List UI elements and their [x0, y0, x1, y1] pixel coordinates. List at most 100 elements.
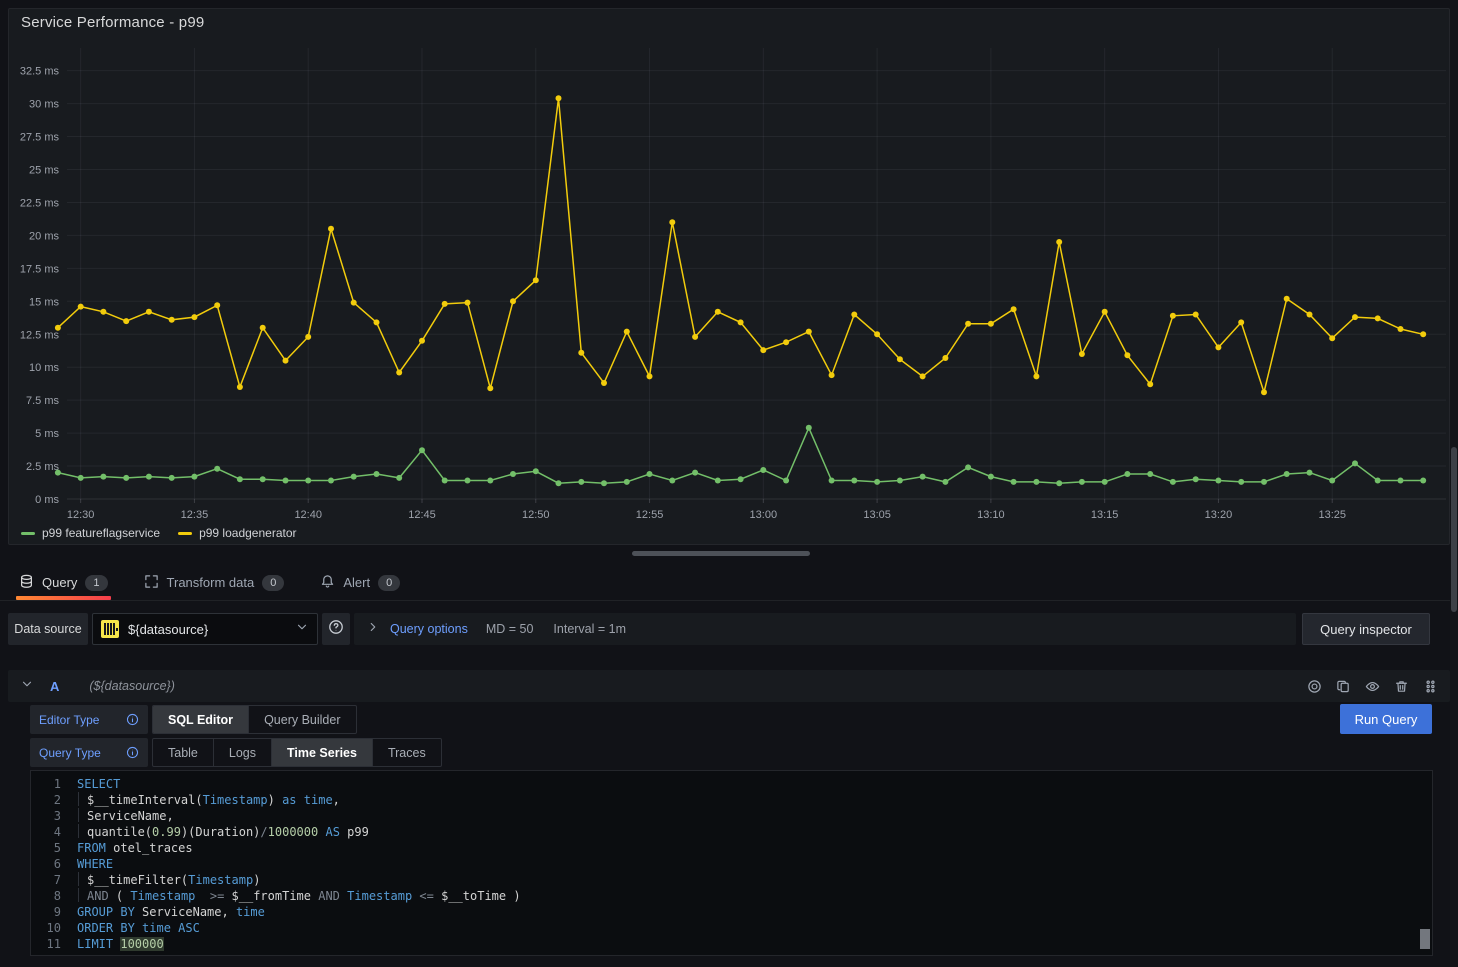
query-datasource-hint: (${datasource}) [89, 679, 174, 693]
collapse-chevron-icon[interactable] [20, 677, 34, 696]
editor-scrollbar-thumb[interactable] [1420, 929, 1430, 949]
tab-label: Query [42, 575, 77, 590]
data-point [396, 475, 402, 481]
data-point [465, 478, 471, 484]
drag-handle-icon[interactable] [1423, 679, 1438, 694]
eye-icon[interactable] [1365, 679, 1380, 694]
record-icon[interactable] [1307, 679, 1322, 694]
data-point [487, 385, 493, 391]
data-point [78, 304, 84, 310]
editor-type-sql-editor[interactable]: SQL Editor [153, 706, 248, 733]
code-line: 2$__timeInterval(Timestamp) as time, [31, 792, 1432, 808]
query-type-logs[interactable]: Logs [213, 739, 271, 766]
query-options-link[interactable]: Query options [390, 622, 468, 636]
data-point [351, 474, 357, 480]
data-point [874, 479, 880, 485]
data-point [1238, 319, 1244, 325]
query-type-traces[interactable]: Traces [372, 739, 441, 766]
pane-splitter-handle[interactable] [632, 551, 810, 556]
data-point [965, 321, 971, 327]
data-point [760, 347, 766, 353]
trash-icon[interactable] [1394, 679, 1409, 694]
datasource-help-button[interactable] [322, 613, 350, 645]
data-point [988, 474, 994, 480]
data-point [100, 309, 106, 315]
chart-legend: p99 featureflagservice p99 loadgenerator [21, 526, 297, 540]
datasource-value: ${datasource} [128, 622, 208, 637]
data-point [260, 325, 266, 331]
legend-item[interactable]: p99 loadgenerator [178, 526, 296, 540]
tab-label: Transform data [167, 575, 255, 590]
query-options-md: MD = 50 [486, 622, 534, 636]
data-point [283, 478, 289, 484]
data-point [806, 329, 812, 335]
copy-icon[interactable] [1336, 679, 1351, 694]
editor-type-query-builder[interactable]: Query Builder [248, 706, 355, 733]
code-line: 5FROM otel_traces [31, 840, 1432, 856]
query-inspector-button[interactable]: Query inspector [1302, 613, 1430, 645]
data-point [123, 475, 129, 481]
data-point [647, 471, 653, 477]
data-point [1420, 331, 1426, 337]
svg-text:5 ms: 5 ms [35, 428, 59, 440]
data-point [146, 474, 152, 480]
tab-transform-data[interactable]: Transform data0 [141, 565, 288, 600]
data-point [191, 474, 197, 480]
sql-code-editor[interactable]: 1SELECT2$__timeInterval(Timestamp) as ti… [30, 770, 1433, 956]
query-type-table[interactable]: Table [153, 739, 213, 766]
line-number: 1 [31, 776, 77, 792]
data-point [100, 474, 106, 480]
legend-color-dash [21, 532, 35, 535]
line-number: 4 [31, 824, 77, 840]
svg-text:13:10: 13:10 [977, 509, 1005, 521]
query-options-strip[interactable]: Query options MD = 50 Interval = 1m [354, 613, 1296, 645]
query-type-group: TableLogsTime SeriesTraces [152, 738, 442, 767]
run-query-button[interactable]: Run Query [1340, 704, 1432, 734]
data-point [897, 356, 903, 362]
svg-text:13:00: 13:00 [750, 509, 778, 521]
data-point [920, 474, 926, 480]
data-point [146, 309, 152, 315]
line-number: 6 [31, 856, 77, 872]
svg-text:13:05: 13:05 [863, 509, 891, 521]
data-point [1307, 470, 1313, 476]
data-point [1056, 480, 1062, 486]
data-point [1215, 478, 1221, 484]
data-point [237, 384, 243, 390]
legend-item[interactable]: p99 featureflagservice [21, 526, 160, 540]
data-point [328, 226, 334, 232]
page-scrollbar-thumb[interactable] [1451, 447, 1457, 612]
data-point [1102, 479, 1108, 485]
data-point [851, 312, 857, 318]
data-point [191, 314, 197, 320]
data-point [1261, 389, 1267, 395]
data-point [510, 298, 516, 304]
line-number: 11 [31, 936, 77, 952]
data-point [55, 325, 61, 331]
data-point [442, 478, 448, 484]
query-row-header[interactable]: A (${datasource}) [8, 670, 1450, 702]
data-point [1398, 478, 1404, 484]
data-point [55, 470, 61, 476]
timeseries-chart[interactable]: 0 ms2.5 ms5 ms7.5 ms10 ms12.5 ms15 ms17.… [9, 9, 1449, 544]
tab-query[interactable]: Query1 [16, 565, 111, 600]
transform-icon [144, 574, 159, 592]
data-point [715, 478, 721, 484]
data-point [374, 471, 380, 477]
data-point [1398, 326, 1404, 332]
legend-label: p99 featureflagservice [42, 526, 160, 540]
chevron-down-icon [295, 620, 309, 639]
data-point [965, 464, 971, 470]
data-point [419, 447, 425, 453]
datasource-select[interactable]: ${datasource} [92, 613, 318, 645]
data-point [715, 309, 721, 315]
svg-text:7.5 ms: 7.5 ms [26, 395, 60, 407]
tab-label: Alert [343, 575, 370, 590]
data-point [465, 300, 471, 306]
data-point [305, 478, 311, 484]
data-point [1033, 373, 1039, 379]
tab-alert[interactable]: Alert0 [317, 565, 403, 600]
code-line: 9GROUP BY ServiceName, time [31, 904, 1432, 920]
svg-text:32.5 ms: 32.5 ms [20, 66, 60, 78]
query-type-time-series[interactable]: Time Series [271, 739, 372, 766]
